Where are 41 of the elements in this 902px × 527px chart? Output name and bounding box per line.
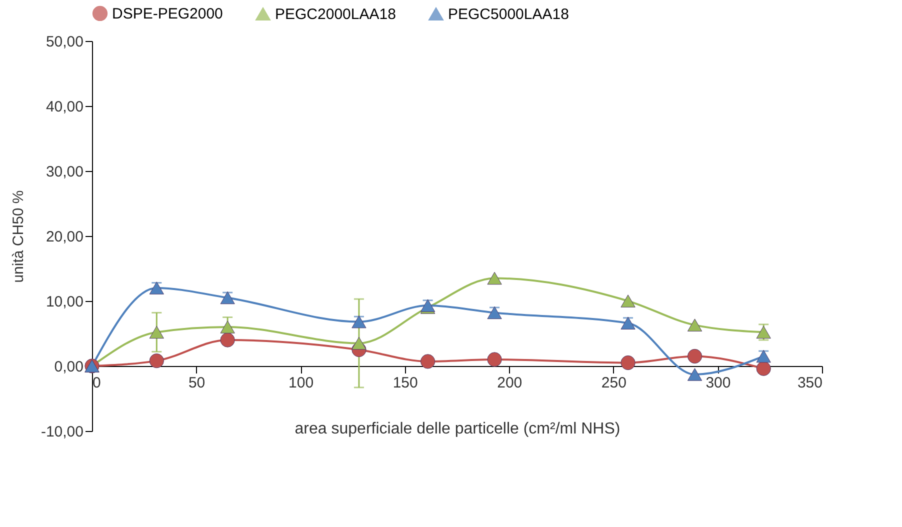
legend-label: PEGC5000LAA18 — [448, 6, 569, 23]
point — [220, 332, 235, 348]
x-tick-label: 0 — [92, 374, 101, 392]
x-tick-label: 350 — [797, 374, 822, 392]
y-tick-label: 30,00 — [46, 164, 84, 180]
point — [620, 355, 636, 370]
x-tick-label: 200 — [497, 374, 522, 392]
point — [149, 326, 164, 339]
x-tick-label: 250 — [601, 374, 626, 392]
y-tick-label: 10,00 — [46, 294, 84, 310]
point — [687, 368, 702, 381]
point — [352, 336, 366, 350]
point — [620, 294, 636, 308]
x-tick-label: 50 — [188, 374, 206, 392]
point — [687, 348, 702, 364]
y-axis-title: unità CH50 % — [10, 190, 27, 283]
y-tick-label: 40,00 — [46, 98, 84, 116]
y-tick-label: 20,00 — [46, 228, 84, 246]
point — [220, 320, 235, 334]
point — [687, 318, 702, 332]
legend-label: DSPE-PEG2000 — [112, 5, 223, 22]
point — [756, 361, 771, 376]
point — [149, 282, 164, 294]
point — [352, 315, 366, 328]
point — [487, 272, 502, 285]
x-axis-title: area superficiale delle particelle (cm²/ml NHS) — [294, 420, 620, 438]
point — [220, 291, 235, 304]
point — [149, 353, 164, 368]
point — [487, 306, 502, 320]
point — [756, 326, 771, 339]
point — [620, 316, 636, 330]
legend-label: PEGC2000LAA18 — [275, 6, 396, 23]
y-tick-label: 50,00 — [46, 34, 84, 50]
point — [487, 352, 502, 367]
x-tick-label: 100 — [288, 374, 314, 392]
y-tick-label: -10,00 — [40, 424, 84, 440]
x-tick-label: 300 — [706, 374, 731, 392]
x-tick-label: 150 — [392, 374, 418, 392]
y-tick-label: 0,00 — [54, 358, 84, 376]
point — [756, 350, 771, 363]
point — [420, 354, 436, 369]
